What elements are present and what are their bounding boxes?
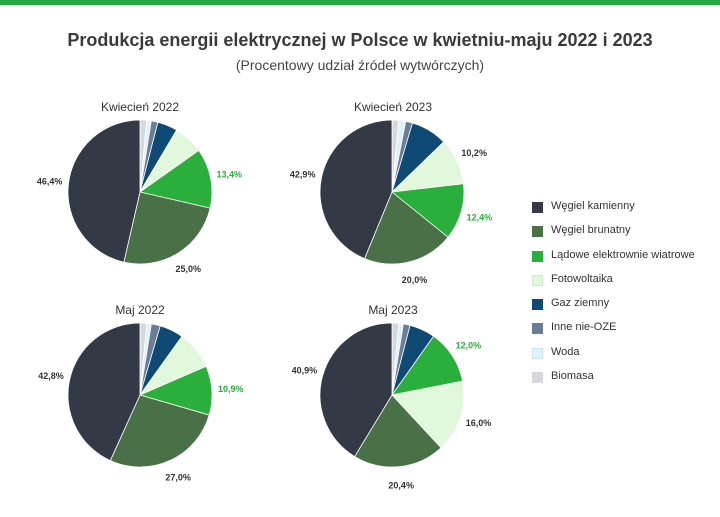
- chart-main-title: Produkcja energii elektrycznej w Polsce …: [67, 30, 653, 50]
- pie-slice-wegiel-kamienny: [319, 322, 393, 458]
- pie-slice-wegiel-brunatny: [123, 191, 211, 265]
- pie-slice-wegiel-brunatny: [364, 191, 449, 265]
- legend-swatch: [532, 202, 543, 213]
- pie-data-label: 16,0%: [466, 418, 492, 428]
- pie-slice-wegiel-kamienny: [67, 119, 141, 263]
- pie-data-label: 40,9%: [292, 366, 318, 376]
- legend-label: Węgiel kamienny: [551, 200, 635, 212]
- legend-swatch: [532, 274, 543, 286]
- legend-label: Biomasa: [551, 370, 594, 383]
- pie-slice-fotowoltaika: [391, 380, 465, 449]
- pie-title-kwiecien-2022: Kwiecień 2022: [100, 100, 180, 114]
- pie-slice-wegiel-brunatny: [354, 394, 442, 468]
- pie-data-label: 12,0%: [456, 341, 482, 351]
- pie-title-maj-2022: Maj 2022: [115, 303, 165, 317]
- top-accent-bar: [0, 0, 720, 5]
- pie-data-label: 42,8%: [38, 371, 64, 381]
- legend-swatch: [532, 372, 543, 384]
- pie-data-label: 10,2%: [461, 148, 487, 158]
- legend-swatch: [532, 347, 543, 359]
- pie-data-label: 12,4%: [467, 212, 493, 222]
- pie-title-maj-2023: Maj 2023: [368, 303, 418, 317]
- legend-label: Węgiel brunatny: [551, 224, 631, 237]
- legend-swatch: [532, 323, 543, 335]
- legend-label: Inne nie-OZE: [551, 321, 617, 334]
- legend-label: Lądowe elektrownie wiatrowe: [551, 248, 695, 261]
- pie-data-label: 13,4%: [217, 169, 243, 179]
- pie-data-label: 10,9%: [218, 384, 244, 394]
- pie-slice-wegiel-kamienny: [67, 322, 141, 462]
- pie-data-label: 20,0%: [402, 275, 428, 285]
- pie-slice-wegiel-brunatny: [109, 394, 210, 468]
- legend-swatch: [532, 226, 543, 238]
- pie-data-label: 20,4%: [388, 481, 414, 491]
- pie-data-label: 25,0%: [176, 264, 202, 274]
- pie-slice-ladowe-elektrownie-wiatrowe: [139, 149, 213, 209]
- pie-title-kwiecien-2023: Kwiecień 2023: [353, 100, 433, 114]
- legend-label: Woda: [551, 345, 580, 358]
- pie-slice-ladowe-elektrownie-wiatrowe: [391, 183, 465, 238]
- pie-slice-wegiel-kamienny: [319, 119, 393, 260]
- legend-swatch: [532, 299, 543, 311]
- legend-label: Gaz ziemny: [551, 297, 610, 310]
- pie-data-label: 46,4%: [37, 177, 63, 187]
- pie-data-label: 42,9%: [290, 169, 316, 179]
- legend-label: Fotowoltaika: [551, 272, 613, 285]
- chart-subtitle: (Procentowy udział źródeł wytwórczych): [235, 57, 485, 73]
- pie-data-label: 27,0%: [165, 473, 191, 483]
- legend-swatch: [532, 250, 543, 262]
